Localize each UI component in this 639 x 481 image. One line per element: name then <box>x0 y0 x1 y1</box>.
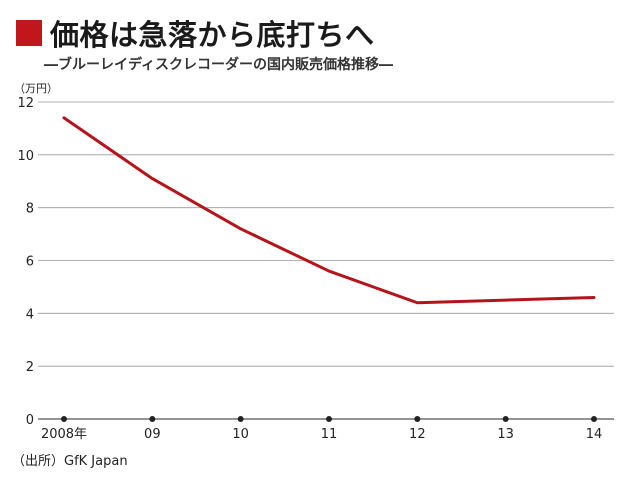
x-tick-marker <box>591 416 597 422</box>
y-tick-label: 6 <box>26 255 34 270</box>
chart-title: 価格は急落から底打ちへ <box>50 18 375 52</box>
x-tick-label: 13 <box>497 427 514 442</box>
chart-subtitle: ―ブルーレイディスクレコーダーの国内販売価格推移― <box>44 57 394 73</box>
y-tick-label: 8 <box>26 202 34 217</box>
x-tick-marker <box>237 416 244 422</box>
y-tick-label: 4 <box>26 307 34 322</box>
price-series-line <box>62 116 596 305</box>
y-tick-label: 10 <box>17 149 34 164</box>
title-block: 価格は急落から底打ちへ <box>16 12 375 54</box>
x-tick-label: 09 <box>144 427 161 442</box>
y-tick-label: 0 <box>26 413 34 428</box>
y-tick-label: 2 <box>26 360 34 375</box>
source-note: （出所）GfK Japan <box>12 454 128 469</box>
x-tick-label: 14 <box>586 427 603 442</box>
x-tick-label: 2008年 <box>41 427 87 442</box>
x-tick-marker <box>149 416 156 422</box>
x-tick-marker <box>61 416 67 422</box>
x-tick-label: 12 <box>409 427 426 442</box>
x-tick-label: 10 <box>232 427 249 442</box>
y-axis-unit-label: （万円） <box>14 82 58 95</box>
title-marker <box>16 20 42 46</box>
y-tick-label: 12 <box>17 96 34 111</box>
x-tick-marker <box>414 416 421 422</box>
x-tick-label: 11 <box>321 427 338 442</box>
x-tick-marker <box>502 416 509 422</box>
x-tick-marker <box>326 416 332 422</box>
